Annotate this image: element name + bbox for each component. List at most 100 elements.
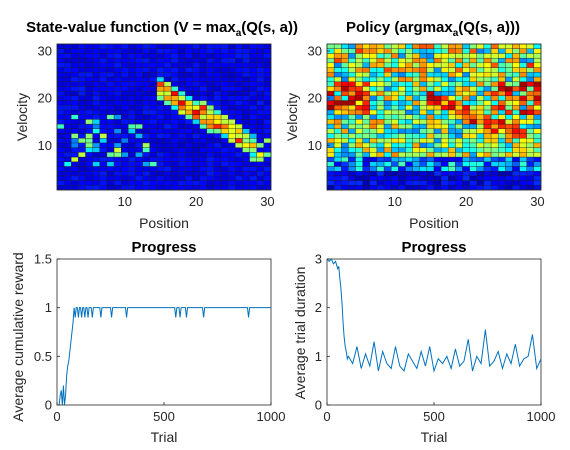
p1-cells-cell — [220, 175, 229, 181]
p2-cells-cell — [448, 175, 456, 181]
reward-progress-title: Progress — [131, 239, 196, 256]
p2-cells-cell — [490, 185, 499, 191]
p2-cells-cell — [483, 123, 492, 129]
p1-cells-cell — [206, 133, 215, 139]
p2-cells-cell — [341, 138, 349, 144]
p1-cells-cell — [156, 100, 165, 106]
p2-cells-cell — [498, 86, 506, 92]
p2-cells-cell — [426, 67, 435, 73]
p2-cells-cell — [498, 72, 506, 78]
p2-cells-cell — [362, 43, 370, 49]
p1-cells-cell — [63, 123, 72, 129]
p2-cells-cell — [362, 119, 370, 125]
p1-cells-cell — [249, 123, 257, 129]
p2-cells-cell — [483, 81, 492, 87]
p2-cells-cell — [412, 95, 420, 101]
p2-cells-cell — [348, 86, 356, 92]
p2-cells-cell — [426, 48, 435, 54]
x-tick-label: 500 — [423, 409, 445, 424]
p2-cells-cell — [405, 62, 413, 68]
p2-cells-cell — [326, 62, 335, 68]
p2-cells-cell — [362, 147, 370, 153]
p2-cells-cell — [376, 105, 385, 111]
p1-cells-cell — [135, 53, 143, 59]
p1-cells-cell — [178, 86, 186, 92]
p2-cells-cell — [505, 166, 513, 172]
p2-cells-cell — [355, 123, 363, 129]
p2-cells-cell — [369, 109, 378, 115]
p1-cells-cell — [170, 48, 179, 54]
p2-cells-cell — [333, 128, 342, 134]
p1-cells-cell — [178, 142, 186, 148]
p1-cells-cell — [178, 53, 186, 59]
p2-cells-cell — [362, 114, 370, 120]
p2-cells-cell — [333, 161, 342, 167]
p2-cells-cell — [419, 156, 428, 162]
p1-cells-cell — [63, 138, 72, 144]
p1-cells-cell — [199, 170, 207, 177]
p1-cells-cell — [199, 133, 207, 139]
p1-cells-cell — [63, 72, 72, 78]
reward-series-line — [57, 307, 271, 406]
p1-cells-cell — [170, 123, 179, 129]
p1-cells-cell — [106, 166, 115, 172]
p2-cells-cell — [448, 128, 456, 134]
p2-cells-cell — [376, 147, 385, 153]
p1-cells-cell — [199, 138, 207, 144]
p1-cells-cell — [199, 142, 207, 148]
p2-cells-cell — [383, 62, 392, 68]
p2-cells-cell — [519, 170, 527, 177]
p1-cells-cell — [178, 57, 186, 64]
p1-cells-cell — [113, 128, 122, 134]
p1-cells-cell — [220, 48, 229, 54]
p1-cells-cell — [170, 62, 179, 68]
p2-cells-cell — [405, 123, 413, 129]
p2-cells-cell — [462, 147, 470, 153]
p2-cells-cell — [412, 90, 420, 96]
p1-cells-cell — [56, 105, 65, 111]
p2-cells-cell — [369, 72, 378, 78]
p1-cells-cell — [135, 152, 143, 158]
p1-cells-cell — [213, 161, 222, 167]
p1-cells-cell — [121, 180, 129, 186]
p1-cells-cell — [242, 86, 250, 92]
p2-cells-cell — [341, 81, 349, 87]
p2-cells-cell — [412, 57, 420, 64]
p1-cells-cell — [199, 86, 207, 92]
p2-cells-cell — [419, 76, 428, 82]
reward-xlabel: Trial — [151, 429, 178, 445]
p1-cells-cell — [121, 76, 129, 82]
state-value-heatmap-panel: State-value function (V = maxa(Q(s, a)) … — [14, 19, 298, 231]
p1-cells-cell — [185, 170, 193, 177]
p2-cells-cell — [440, 175, 449, 181]
p2-cells-cell — [462, 166, 470, 172]
p1-cells-cell — [206, 119, 215, 125]
p2-cells-cell — [455, 114, 463, 120]
p2-cells-cell — [348, 147, 356, 153]
p2-cells-cell — [448, 81, 456, 87]
p2-cells-cell — [376, 142, 385, 148]
p1-cells-cell — [142, 109, 150, 115]
p2-cells-cell — [433, 133, 442, 139]
p1-cells-cell — [106, 86, 115, 92]
p2-cells-cell — [369, 170, 378, 177]
p1-cells-cell — [192, 119, 200, 125]
p1-cells-cell — [99, 166, 108, 172]
p2-cells-cell — [433, 81, 442, 87]
p2-cells-cell — [383, 53, 392, 59]
p1-cells-cell — [71, 170, 79, 177]
p1-cells-cell — [121, 114, 129, 120]
p2-cells-cell — [476, 185, 485, 191]
p2-cells-cell — [362, 109, 370, 115]
p1-cells-cell — [206, 142, 215, 148]
p2-cells-cell — [476, 90, 485, 96]
p2-cells-cell — [419, 72, 428, 78]
p2-cells-cell — [512, 180, 520, 186]
p1-cells-cell — [242, 170, 250, 177]
p1-cells-cell — [220, 86, 229, 92]
p2-cells-cell — [483, 133, 492, 139]
p1-cells-cell — [170, 43, 179, 49]
p1-cells-cell — [135, 133, 143, 139]
p1-cells-cell — [121, 142, 129, 148]
